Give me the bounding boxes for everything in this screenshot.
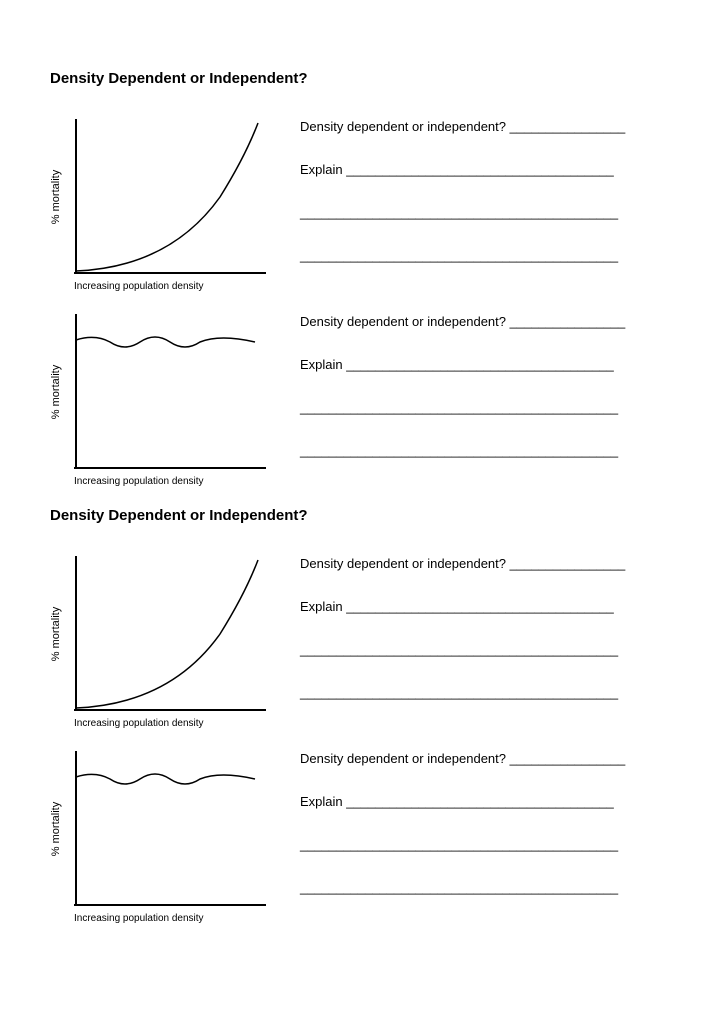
- x-axis-label: Increasing population density: [70, 718, 270, 729]
- answer-column: Density dependent or independent? ______…: [270, 554, 678, 728]
- explain-line: Explain ________________________________…: [300, 794, 678, 809]
- section-title: Density Dependent or Independent?: [50, 507, 678, 524]
- blank-line[interactable]: _____________________________________: [346, 162, 614, 177]
- blank-line[interactable]: ________________________________________…: [300, 642, 678, 657]
- question-line: Density dependent or independent? ______…: [300, 314, 678, 329]
- blank-line[interactable]: ________________: [510, 314, 626, 329]
- section-title: Density Dependent or Independent?: [50, 70, 678, 87]
- chart-svg: [70, 554, 270, 714]
- q-prefix: Density dependent or independent?: [300, 314, 510, 329]
- answer-column: Density dependent or independent? ______…: [270, 117, 678, 291]
- blank-line[interactable]: ________________________________________…: [300, 443, 678, 458]
- blank-line[interactable]: ________________________________________…: [300, 248, 678, 263]
- blank-line[interactable]: ________________________________________…: [300, 837, 678, 852]
- question-block: % mortality Increasing population densit…: [50, 749, 678, 924]
- blank-line[interactable]: _____________________________________: [346, 357, 614, 372]
- x-axis-label: Increasing population density: [70, 476, 270, 487]
- answer-column: Density dependent or independent? ______…: [270, 312, 678, 486]
- explain-prefix: Explain: [300, 357, 346, 372]
- blank-line[interactable]: ________________________________________…: [300, 685, 678, 700]
- blank-line[interactable]: ________________________________________…: [300, 205, 678, 220]
- question-line: Density dependent or independent? ______…: [300, 556, 678, 571]
- blank-line[interactable]: ________________: [510, 119, 626, 134]
- blank-line[interactable]: _____________________________________: [346, 599, 614, 614]
- chart-exponential: % mortality: [70, 554, 270, 714]
- blank-line[interactable]: ________________________________________…: [300, 400, 678, 415]
- q-prefix: Density dependent or independent?: [300, 119, 510, 134]
- curve-wavy: [76, 774, 255, 784]
- explain-line: Explain ________________________________…: [300, 599, 678, 614]
- y-axis-label: % mortality: [50, 365, 62, 419]
- chart-exponential: % mortality: [70, 117, 270, 277]
- chart-svg: [70, 749, 270, 909]
- explain-prefix: Explain: [300, 599, 346, 614]
- chart-svg: [70, 117, 270, 277]
- chart-wavy: % mortality: [70, 312, 270, 472]
- explain-prefix: Explain: [300, 794, 346, 809]
- question-block: % mortality Increasing population densit…: [50, 554, 678, 729]
- y-axis-label: % mortality: [50, 170, 62, 224]
- curve-exponential: [76, 560, 258, 708]
- x-axis-label: Increasing population density: [70, 281, 270, 292]
- y-axis-label: % mortality: [50, 802, 62, 856]
- explain-prefix: Explain: [300, 162, 346, 177]
- chart-column: % mortality Increasing population densit…: [50, 117, 270, 292]
- blank-line[interactable]: ________________: [510, 751, 626, 766]
- chart-column: % mortality Increasing population densit…: [50, 749, 270, 924]
- question-line: Density dependent or independent? ______…: [300, 119, 678, 134]
- y-axis-label: % mortality: [50, 607, 62, 661]
- explain-line: Explain ________________________________…: [300, 162, 678, 177]
- answer-column: Density dependent or independent? ______…: [270, 749, 678, 923]
- question-line: Density dependent or independent? ______…: [300, 751, 678, 766]
- q-prefix: Density dependent or independent?: [300, 556, 510, 571]
- chart-wavy: % mortality: [70, 749, 270, 909]
- x-axis-label: Increasing population density: [70, 913, 270, 924]
- blank-line[interactable]: _____________________________________: [346, 794, 614, 809]
- chart-column: % mortality Increasing population densit…: [50, 554, 270, 729]
- question-block: % mortality Increasing population densit…: [50, 312, 678, 487]
- question-block: % mortality Increasing population densit…: [50, 117, 678, 292]
- worksheet-page: Density Dependent or Independent? % mort…: [0, 0, 728, 984]
- curve-exponential: [76, 123, 258, 271]
- q-prefix: Density dependent or independent?: [300, 751, 510, 766]
- chart-column: % mortality Increasing population densit…: [50, 312, 270, 487]
- blank-line[interactable]: ________________: [510, 556, 626, 571]
- explain-line: Explain ________________________________…: [300, 357, 678, 372]
- blank-line[interactable]: ________________________________________…: [300, 880, 678, 895]
- curve-wavy: [76, 337, 255, 347]
- chart-svg: [70, 312, 270, 472]
